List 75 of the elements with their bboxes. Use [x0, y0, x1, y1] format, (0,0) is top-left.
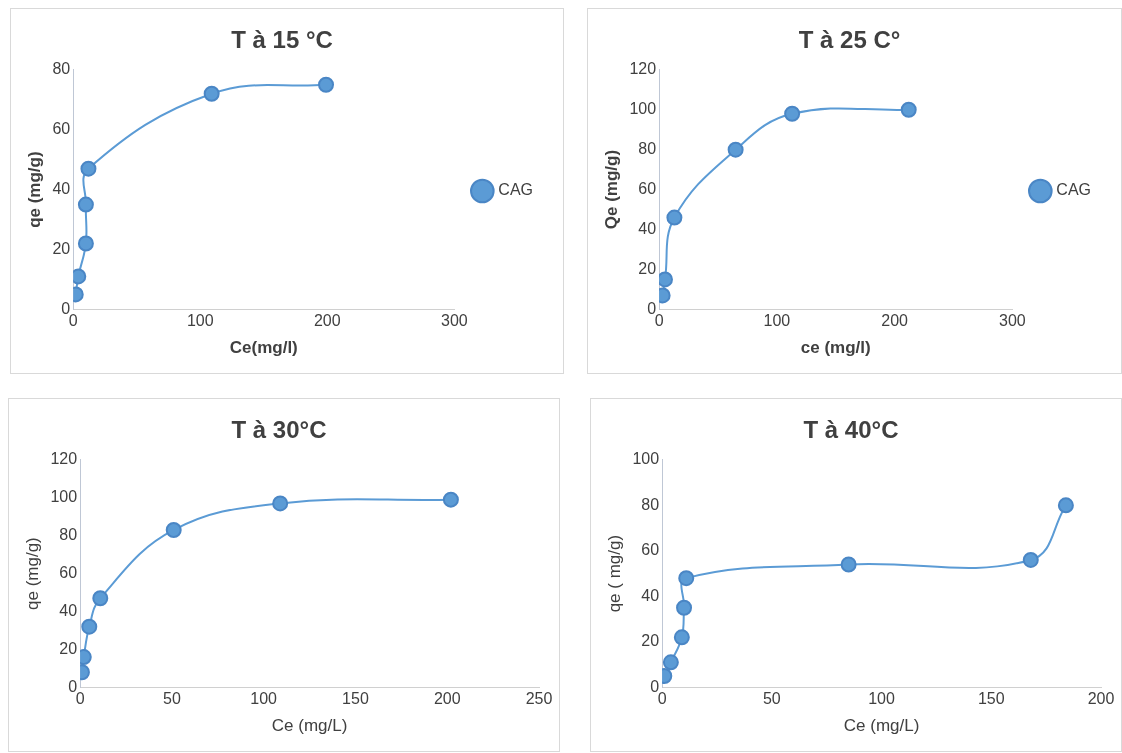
x-tick-label: 100: [250, 690, 278, 708]
x-axis-title: ce (mg/l): [800, 338, 871, 358]
point: [662, 654, 679, 671]
y-tick-label: 60: [52, 120, 71, 138]
y-tick-label: 20: [52, 239, 71, 257]
y-tick-label: 40: [59, 601, 78, 619]
y-tick-label: 120: [629, 60, 657, 78]
y-tick-label: 60: [59, 564, 78, 582]
x-axis-title: Ce(mg/l): [229, 338, 298, 358]
x-tick-label: 100: [186, 312, 214, 330]
point: [900, 101, 917, 118]
point: [673, 629, 690, 646]
y-tick-label: 0: [68, 677, 78, 695]
x-tick-label: 50: [162, 690, 181, 708]
y-tick-label: 100: [629, 100, 657, 118]
y-tick-label: 0: [650, 677, 660, 695]
y-tick-label: 20: [59, 639, 78, 657]
chart-title: T à 15 °C: [231, 26, 333, 54]
point: [81, 618, 98, 635]
legend-label: CAG: [1056, 181, 1091, 199]
point: [666, 209, 683, 226]
y-tick-label: 80: [641, 495, 660, 513]
point: [272, 495, 289, 512]
x-tick-label: 300: [998, 312, 1026, 330]
y-axis-title: qe (mg/g): [22, 537, 42, 610]
y-tick-label: 60: [638, 180, 657, 198]
x-tick-label: 200: [313, 312, 341, 330]
point: [676, 599, 693, 616]
point: [727, 141, 744, 158]
x-tick-label: 200: [1087, 690, 1115, 708]
y-axis-title: qe ( mg/g): [604, 534, 624, 613]
point: [165, 521, 182, 538]
y-tick-label: 120: [50, 450, 78, 468]
y-tick-label: 60: [641, 541, 660, 559]
point: [203, 85, 220, 102]
y-tick-label: 100: [632, 450, 660, 468]
point: [77, 196, 94, 213]
y-tick-label: 0: [61, 299, 71, 317]
point: [678, 570, 695, 587]
x-axis-title: Ce (mg/L): [271, 716, 348, 736]
chart-title: T à 40°C: [803, 416, 899, 444]
x-tick-label: 250: [525, 690, 553, 708]
y-axis-title: qe (mg/g): [24, 151, 44, 228]
point: [92, 590, 109, 607]
y-tick-label: 80: [59, 526, 78, 544]
x-tick-label: 200: [433, 690, 461, 708]
chart-title: T à 30°C: [231, 416, 327, 444]
x-tick-label: 200: [881, 312, 909, 330]
x-tick-label: 50: [762, 690, 781, 708]
y-tick-label: 20: [638, 259, 657, 277]
x-tick-label: 100: [763, 312, 791, 330]
point: [318, 76, 335, 93]
point: [1057, 497, 1074, 514]
x-tick-label: 100: [868, 690, 895, 708]
x-tick-label: 150: [977, 690, 1005, 708]
point: [784, 105, 801, 122]
y-tick-label: 40: [641, 586, 660, 604]
x-tick-label: 300: [440, 312, 468, 330]
y-tick-label: 20: [641, 632, 660, 650]
y-tick-label: 40: [638, 219, 657, 237]
y-tick-label: 0: [647, 299, 657, 317]
chart-title: T à 25 C°: [798, 26, 901, 54]
y-tick-label: 80: [52, 60, 71, 78]
point: [77, 235, 94, 252]
y-tick-label: 100: [50, 488, 78, 506]
legend-label: CAG: [498, 181, 533, 199]
x-tick-label: 150: [342, 690, 369, 708]
y-tick-label: 80: [638, 140, 657, 158]
point: [840, 556, 857, 573]
x-axis-title: Ce (mg/L): [843, 716, 920, 736]
point: [80, 160, 97, 177]
y-axis-title: Qe (mg/g): [601, 149, 621, 230]
point: [442, 491, 459, 508]
point: [1022, 551, 1039, 568]
y-tick-label: 40: [52, 180, 71, 198]
